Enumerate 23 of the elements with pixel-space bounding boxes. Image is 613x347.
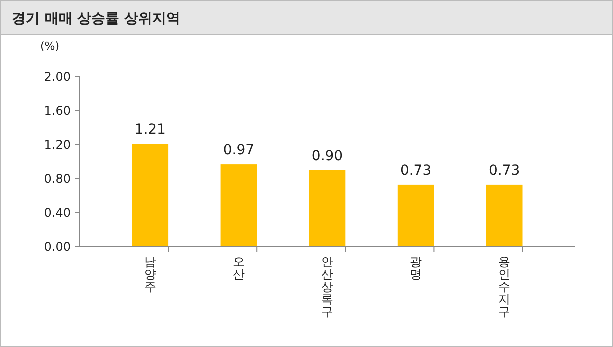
y-tick-label: 2.00 — [44, 70, 71, 84]
bar — [309, 170, 346, 247]
x-tick-label: 용인수지구 — [498, 254, 511, 320]
data-label: 0.73 — [400, 162, 432, 179]
y-tick-label: 0.80 — [44, 172, 71, 186]
y-axis-title: (%) — [40, 40, 60, 53]
y-tick-label: 1.60 — [44, 104, 71, 118]
bar — [398, 184, 434, 247]
y-tick-label: 0.00 — [44, 240, 71, 254]
y-tick-label: 1.20 — [44, 138, 71, 152]
bar — [132, 144, 169, 247]
bar — [486, 184, 523, 247]
x-tick-label: 안산상록구 — [322, 254, 334, 320]
data-label: 0.90 — [312, 148, 344, 164]
y-tick-label: 0.40 — [44, 206, 71, 220]
x-tick-label: 오산 — [232, 254, 245, 282]
data-label: 0.73 — [489, 162, 520, 179]
data-label: 1.21 — [134, 122, 166, 138]
x-tick-label: 남양주 — [144, 254, 156, 294]
x-tick-label: 광명 — [410, 254, 422, 282]
data-label: 0.97 — [223, 142, 255, 159]
bar — [220, 164, 258, 247]
chart-title: 경기 매매 상승률 상위지역 — [12, 11, 181, 27]
